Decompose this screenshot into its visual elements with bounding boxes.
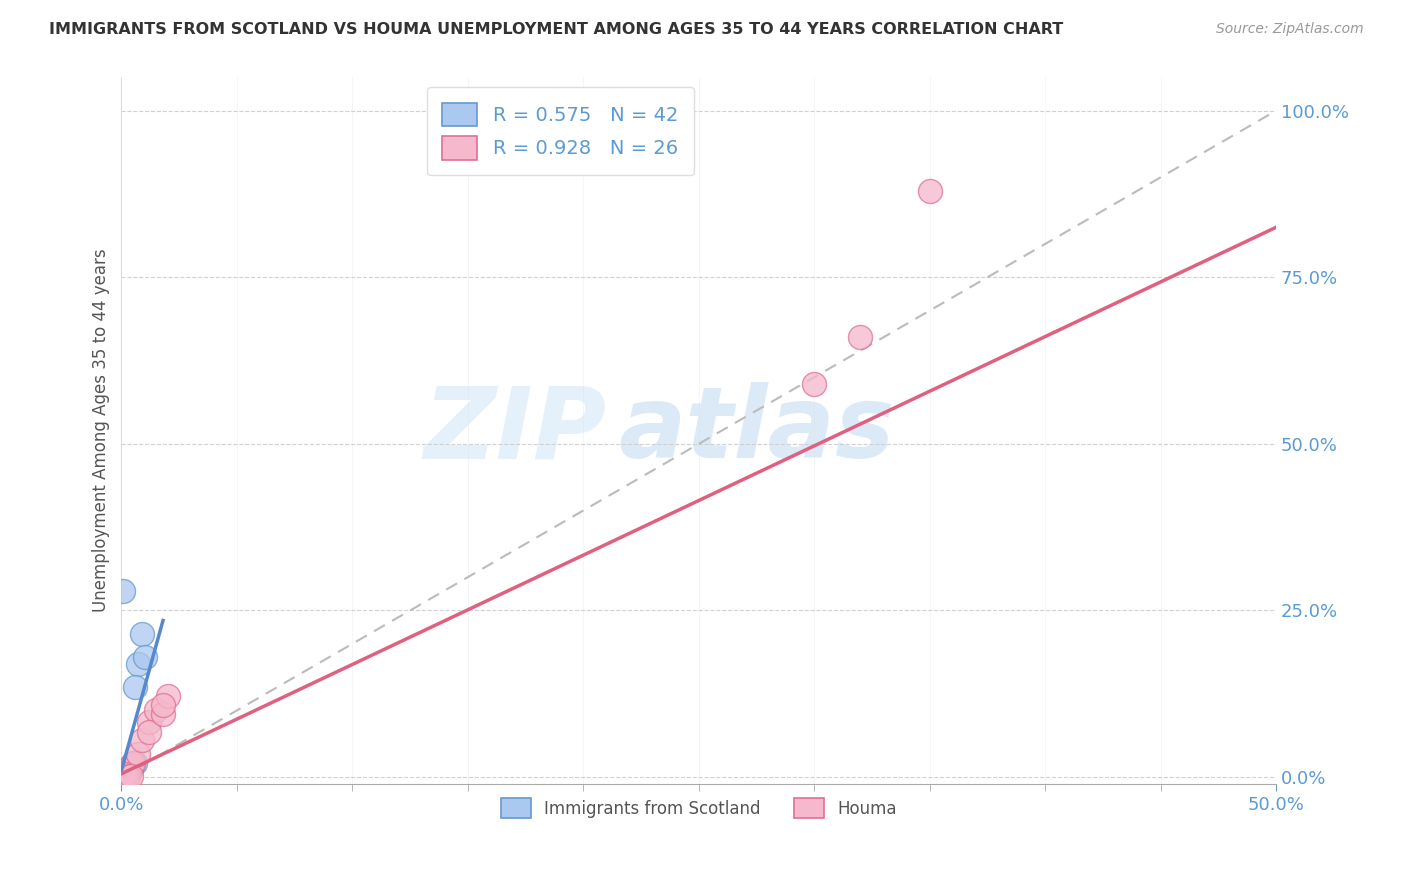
Point: [849, 330, 872, 344]
Legend: Immigrants from Scotland, Houma: Immigrants from Scotland, Houma: [494, 791, 904, 825]
Point: [120, 761, 142, 775]
Point: [152, 706, 174, 721]
Y-axis label: Unemployment Among Ages 35 to 44 years: Unemployment Among Ages 35 to 44 years: [93, 249, 110, 613]
Point: [111, 583, 134, 598]
Point: [918, 184, 941, 198]
Point: [111, 769, 134, 783]
Point: [112, 766, 135, 780]
Point: [117, 764, 139, 779]
Point: [117, 765, 139, 780]
Point: [111, 769, 134, 783]
Point: [117, 761, 139, 775]
Point: [124, 756, 146, 770]
Point: [120, 758, 142, 772]
Point: [112, 767, 135, 781]
Point: [803, 376, 825, 391]
Point: [120, 769, 142, 783]
Point: [127, 747, 149, 761]
Point: [114, 766, 136, 780]
Point: [115, 764, 138, 778]
Point: [114, 765, 136, 780]
Point: [112, 768, 135, 782]
Point: [112, 766, 135, 780]
Point: [115, 766, 138, 780]
Text: IMMIGRANTS FROM SCOTLAND VS HOUMA UNEMPLOYMENT AMONG AGES 35 TO 44 YEARS CORRELA: IMMIGRANTS FROM SCOTLAND VS HOUMA UNEMPL…: [49, 22, 1063, 37]
Point: [120, 758, 142, 772]
Point: [111, 769, 134, 783]
Point: [114, 765, 136, 780]
Point: [121, 757, 143, 772]
Point: [115, 764, 138, 779]
Point: [127, 657, 149, 671]
Text: atlas: atlas: [617, 382, 894, 479]
Point: [112, 769, 135, 783]
Point: [111, 768, 134, 782]
Point: [114, 769, 136, 783]
Point: [115, 764, 138, 778]
Point: [124, 680, 146, 694]
Point: [114, 767, 136, 781]
Point: [120, 761, 142, 775]
Point: [122, 757, 145, 772]
Point: [117, 762, 139, 776]
Point: [117, 769, 139, 783]
Point: [112, 768, 135, 782]
Point: [115, 764, 138, 778]
Point: [120, 760, 142, 774]
Text: Source: ZipAtlas.com: Source: ZipAtlas.com: [1216, 22, 1364, 37]
Point: [111, 769, 134, 783]
Point: [134, 650, 156, 665]
Point: [131, 733, 153, 747]
Point: [145, 703, 167, 717]
Point: [138, 724, 160, 739]
Point: [115, 766, 138, 780]
Point: [117, 762, 139, 776]
Point: [131, 627, 153, 641]
Point: [117, 763, 139, 777]
Point: [114, 766, 136, 780]
Point: [115, 764, 138, 779]
Point: [112, 766, 135, 780]
Point: [118, 761, 141, 775]
Point: [115, 769, 138, 783]
Point: [111, 766, 134, 780]
Point: [120, 762, 142, 776]
Point: [112, 768, 135, 782]
Text: ZIP: ZIP: [423, 382, 606, 479]
Point: [112, 766, 135, 780]
Point: [156, 689, 179, 703]
Point: [138, 715, 160, 730]
Point: [115, 764, 138, 778]
Point: [122, 756, 145, 770]
Point: [152, 698, 174, 712]
Point: [112, 768, 135, 782]
Point: [112, 769, 135, 783]
Point: [112, 766, 135, 780]
